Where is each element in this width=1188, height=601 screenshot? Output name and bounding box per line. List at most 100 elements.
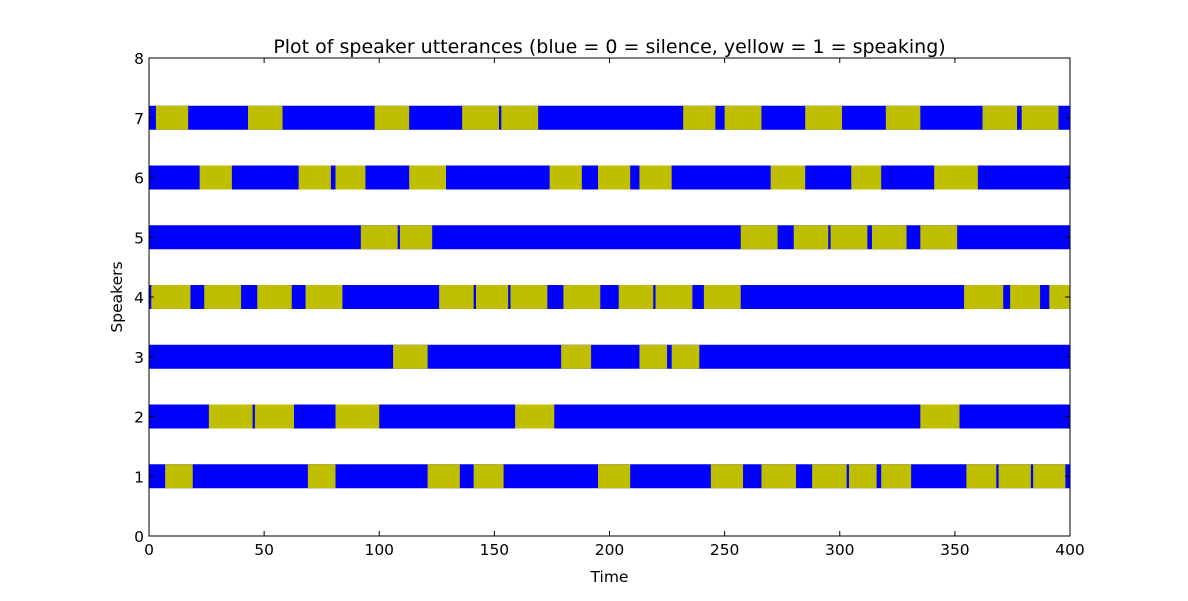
speaking-segment [427, 464, 460, 489]
silence-bar [149, 344, 1070, 369]
speaking-segment [393, 344, 428, 369]
speaker-row-4 [149, 285, 1070, 309]
speaking-segment [812, 464, 847, 489]
y-tick-label: 6 [134, 170, 144, 188]
silence-bar [149, 225, 1070, 250]
x-tick-label: 200 [595, 541, 625, 559]
y-tick-label: 2 [134, 409, 144, 427]
speaking-segment [335, 404, 380, 429]
speaking-segment [257, 285, 292, 309]
speaking-segment [761, 464, 797, 489]
speaking-segment [934, 165, 978, 190]
y-tick-label: 7 [134, 110, 144, 128]
speaking-segment [151, 285, 191, 309]
speaking-segment [439, 285, 474, 309]
speaker-row-3 [149, 344, 1070, 369]
speaking-segment [597, 165, 631, 190]
speaking-segment [793, 225, 829, 250]
speaking-segment [254, 404, 295, 429]
speaker-row-5 [149, 225, 1070, 250]
speaking-segment [683, 105, 716, 130]
y-tick-label: 8 [134, 50, 144, 68]
chart-title: Plot of speaker utterances (blue = 0 = s… [273, 36, 945, 58]
speaking-segment [561, 344, 592, 369]
speaking-segment [1033, 464, 1066, 489]
silence-bar [149, 285, 1070, 309]
speaker-row-6 [149, 165, 1070, 190]
speaking-segment [199, 165, 232, 190]
speaking-segment [248, 105, 283, 130]
silence-bar [149, 404, 1070, 429]
x-axis-label: Time [590, 568, 629, 586]
speaking-segment [374, 105, 410, 130]
speaker-row-7 [149, 105, 1070, 130]
speaking-segment [740, 225, 778, 250]
speaking-segment [964, 285, 1004, 309]
x-tick-label: 300 [825, 541, 855, 559]
x-tick-label: 250 [710, 541, 740, 559]
speaking-segment [305, 285, 343, 309]
speaking-segment [639, 344, 668, 369]
speaking-segment [1049, 285, 1070, 309]
speaking-segment [966, 464, 997, 489]
speaking-segment [805, 105, 843, 130]
speaking-segment [155, 105, 189, 130]
speaking-segment [360, 225, 398, 250]
y-tick-label: 3 [134, 349, 144, 367]
speaking-segment [710, 464, 744, 489]
x-tick-label: 0 [144, 541, 154, 559]
speaking-segment [920, 225, 958, 250]
y-tick-label: 5 [134, 229, 144, 247]
speaking-segment [515, 404, 555, 429]
plot-area [149, 105, 1070, 489]
speaking-segment [871, 225, 907, 250]
speaking-segment [703, 285, 741, 309]
speaking-segment [848, 464, 877, 489]
x-tick-label: 350 [940, 541, 970, 559]
speaking-segment [724, 105, 762, 130]
y-tick-label: 1 [134, 468, 144, 486]
speaking-segment [920, 404, 960, 429]
speaking-segment [618, 285, 654, 309]
speaking-segment [770, 165, 806, 190]
speaking-segment [549, 165, 582, 190]
speaking-segment [475, 285, 509, 309]
speaking-segment [298, 165, 331, 190]
y-axis-label: Speakers [108, 261, 126, 332]
speaking-segment [998, 464, 1031, 489]
x-tick-label: 400 [1055, 541, 1085, 559]
silence-bar [149, 105, 1070, 130]
speaking-segment [165, 464, 193, 489]
speaking-segment [204, 285, 242, 309]
speaking-segment [501, 105, 539, 130]
speaking-segment [597, 464, 631, 489]
y-tick-label: 0 [134, 528, 144, 546]
speaking-segment [639, 165, 672, 190]
x-axis: 0 50 100 150 200 250 300 350 400 [144, 58, 1085, 559]
speaking-segment [1021, 105, 1059, 130]
speaker-row-1 [149, 464, 1070, 489]
speaking-segment [462, 105, 499, 130]
speaking-segment [335, 165, 366, 190]
speaking-segment [409, 165, 447, 190]
speaking-segment [830, 225, 868, 250]
x-tick-label: 150 [480, 541, 510, 559]
speaking-segment [851, 165, 882, 190]
x-tick-label: 50 [254, 541, 274, 559]
speaking-segment [473, 464, 504, 489]
speaking-segment [655, 285, 693, 309]
speaking-segment [885, 105, 921, 130]
speaking-segment [307, 464, 336, 489]
speaking-segment [208, 404, 253, 429]
x-tick-label: 100 [364, 541, 394, 559]
y-axis: 0 1 2 3 4 5 6 7 8 [134, 50, 1070, 546]
speaking-segment [881, 464, 912, 489]
y-tick-label: 4 [134, 289, 144, 307]
speaking-segment [982, 105, 1018, 130]
speaking-segment [1010, 285, 1041, 309]
speaking-segment [399, 225, 433, 250]
speaking-segment [510, 285, 548, 309]
speaking-segment [563, 285, 601, 309]
speaking-segment [671, 344, 700, 369]
